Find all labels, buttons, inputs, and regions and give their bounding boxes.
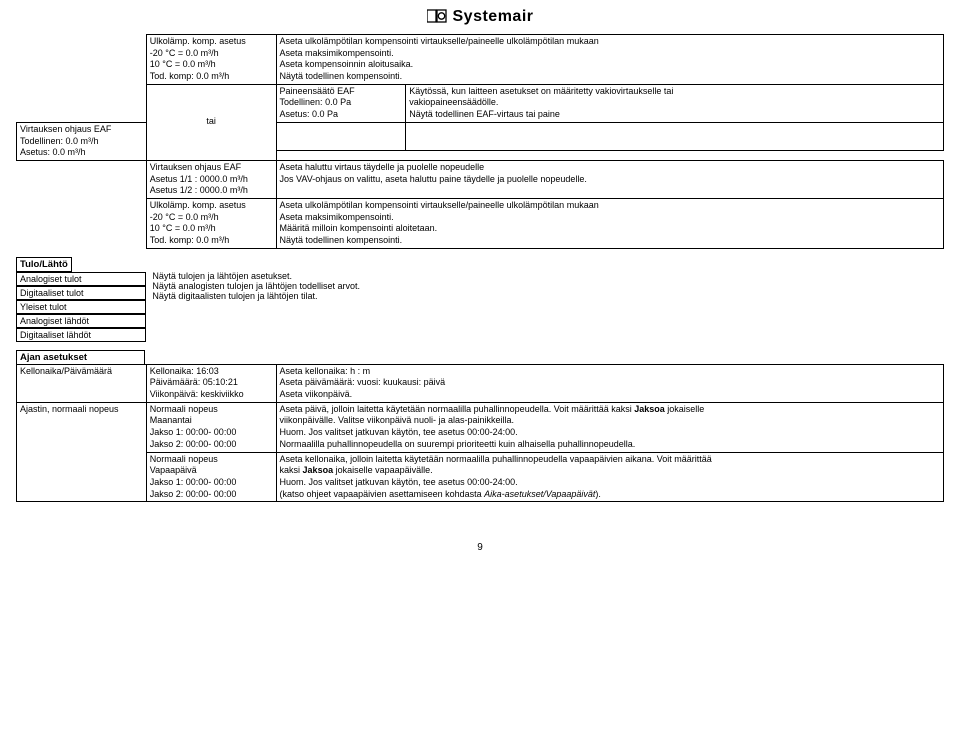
cell-text: Ajastin, normaali nopeus bbox=[20, 404, 143, 416]
cell-text: Jakso 2: 00:00- 00:00 bbox=[150, 439, 273, 451]
cell-text: Huom. Jos valitset jatkuvan käytön, tee … bbox=[280, 427, 940, 439]
cell-text: Normaalilla puhallinnopeudella on suurem… bbox=[280, 439, 940, 451]
cell-text: Tod. komp: 0.0 m³/h bbox=[150, 71, 273, 83]
cell-text: Aseta ulkolämpötilan kompensointi virtau… bbox=[280, 36, 940, 48]
cell-line-2: kaksi Jaksoa jokaiselle vapaapäivälle. bbox=[280, 465, 940, 477]
io-section-body: Näytä tulojen ja lähtöjen asetukset. Näy… bbox=[148, 257, 941, 301]
cell-text: Asetus: 0.0 m³/h bbox=[20, 147, 143, 159]
cell-text: Aseta maksimikompensointi. bbox=[280, 48, 940, 60]
cell-text: Asetus: 0.0 Pa bbox=[280, 109, 403, 121]
cell-text: Aseta ulkolämpötilan kompensointi virtau… bbox=[280, 200, 940, 212]
cell-text: Todellinen: 0.0 Pa bbox=[280, 97, 403, 109]
cell-text: Kellonaika/Päivämäärä bbox=[20, 366, 143, 378]
page-header: Systemair bbox=[16, 8, 944, 26]
cell-text: Paineensäätö EAF bbox=[280, 86, 403, 98]
cell-line-1: Aseta päivä, jolloin laitetta käytetään … bbox=[280, 404, 940, 416]
cell-text: Näytä todellinen kompensointi. bbox=[280, 71, 940, 83]
logo-text: Systemair bbox=[453, 8, 534, 26]
section-header: Tulo/Lähtö bbox=[16, 257, 72, 272]
time-settings-table: Kellonaika/Päivämäärä Kellonaika: 16:03 … bbox=[16, 364, 944, 503]
cell-text: Aseta kellonaika: h : m bbox=[280, 366, 940, 378]
cell-text: Tod. komp: 0.0 m³/h bbox=[150, 235, 273, 247]
cell-text: Näytä todellinen kompensointi. bbox=[280, 235, 940, 247]
cell-text: 10 °C = 0.0 m³/h bbox=[150, 223, 273, 235]
cell-text: Aseta viikonpäivä. bbox=[280, 389, 940, 401]
cell-text: viikonpäivälle. Valitse viikonpäivä nuol… bbox=[280, 415, 940, 427]
time-section-header: Ajan asetukset bbox=[16, 350, 145, 364]
desc-text: Näytä analogisten tulojen ja lähtöjen to… bbox=[152, 281, 941, 291]
page-number: 9 bbox=[16, 542, 944, 553]
desc-text: Näytä tulojen ja lähtöjen asetukset. bbox=[152, 271, 941, 281]
cell-text: Aseta maksimikompensointi. bbox=[280, 212, 940, 224]
cell-text: Aseta kellonaika, jolloin laitetta käyte… bbox=[280, 454, 940, 466]
compensation-table: Ulkolämp. komp. asetus -20 °C = 0.0 m³/h… bbox=[16, 34, 944, 249]
cell-text: Ulkolämp. komp. asetus bbox=[150, 36, 273, 48]
cell-text: Huom. Jos valitset jatkuvan käytön, tee … bbox=[280, 477, 940, 489]
cell-text: Normaali nopeus bbox=[150, 404, 273, 416]
cell-text: Todellinen: 0.0 m³/h bbox=[20, 136, 143, 148]
cell-text: Jakso 1: 00:00- 00:00 bbox=[150, 477, 273, 489]
cell-line-3: (katso ohjeet vapaapäivien asettamiseen … bbox=[280, 489, 940, 501]
cell-text: Virtauksen ohjaus EAF bbox=[20, 124, 143, 136]
sidebar-item: Digitaaliset lähdöt bbox=[16, 328, 146, 342]
cell-text: Päivämäärä: 05:10:21 bbox=[150, 377, 273, 389]
cell-text: vakiopaineensäädölle. bbox=[409, 97, 940, 109]
cell-text: Aseta kompensoinnin aloitusaika. bbox=[280, 59, 940, 71]
sidebar-item: Analogiset tulot bbox=[16, 272, 146, 286]
cell-text: Jos VAV-ohjaus on valittu, aseta haluttu… bbox=[280, 174, 940, 186]
cell-text: tai bbox=[206, 116, 216, 126]
cell-text: Viikonpäivä: keskiviikko bbox=[150, 389, 273, 401]
cell-text: Normaali nopeus bbox=[150, 454, 273, 466]
cell-text: Määritä milloin kompensointi aloitetaan. bbox=[280, 223, 940, 235]
cell-text: Kellonaika: 16:03 bbox=[150, 366, 273, 378]
cell-text: Käytössä, kun laitteen asetukset on määr… bbox=[409, 86, 940, 98]
logo: Systemair bbox=[427, 8, 534, 26]
desc-text: Näytä digitaalisten tulojen ja lähtöjen … bbox=[152, 291, 941, 301]
cell-text: Ulkolämp. komp. asetus bbox=[150, 200, 273, 212]
cell-text: Aseta haluttu virtaus täydelle ja puolel… bbox=[280, 162, 940, 174]
systemair-icon bbox=[427, 8, 449, 26]
cell-text: Jakso 2: 00:00- 00:00 bbox=[150, 489, 273, 501]
cell-text: Näytä todellinen EAF-virtaus tai paine bbox=[409, 109, 940, 121]
cell-text: -20 °C = 0.0 m³/h bbox=[150, 48, 273, 60]
cell-text: Jakso 1: 00:00- 00:00 bbox=[150, 427, 273, 439]
cell-text: Maanantai bbox=[150, 415, 273, 427]
cell-text: Vapaapäivä bbox=[150, 465, 273, 477]
io-section-sidebar: Tulo/Lähtö Analogiset tulot Digitaaliset… bbox=[16, 257, 146, 342]
cell-text: Aseta päivämäärä: vuosi: kuukausi: päivä bbox=[280, 377, 940, 389]
cell-text: Asetus 1/2 : 0000.0 m³/h bbox=[150, 185, 273, 197]
sidebar-item: Analogiset lähdöt bbox=[16, 314, 146, 328]
sidebar-item: Digitaaliset tulot bbox=[16, 286, 146, 300]
cell-text: -20 °C = 0.0 m³/h bbox=[150, 212, 273, 224]
cell-text: Virtauksen ohjaus EAF bbox=[150, 162, 273, 174]
cell-text: Asetus 1/1 : 0000.0 m³/h bbox=[150, 174, 273, 186]
cell-text: 10 °C = 0.0 m³/h bbox=[150, 59, 273, 71]
sidebar-item: Yleiset tulot bbox=[16, 300, 146, 314]
